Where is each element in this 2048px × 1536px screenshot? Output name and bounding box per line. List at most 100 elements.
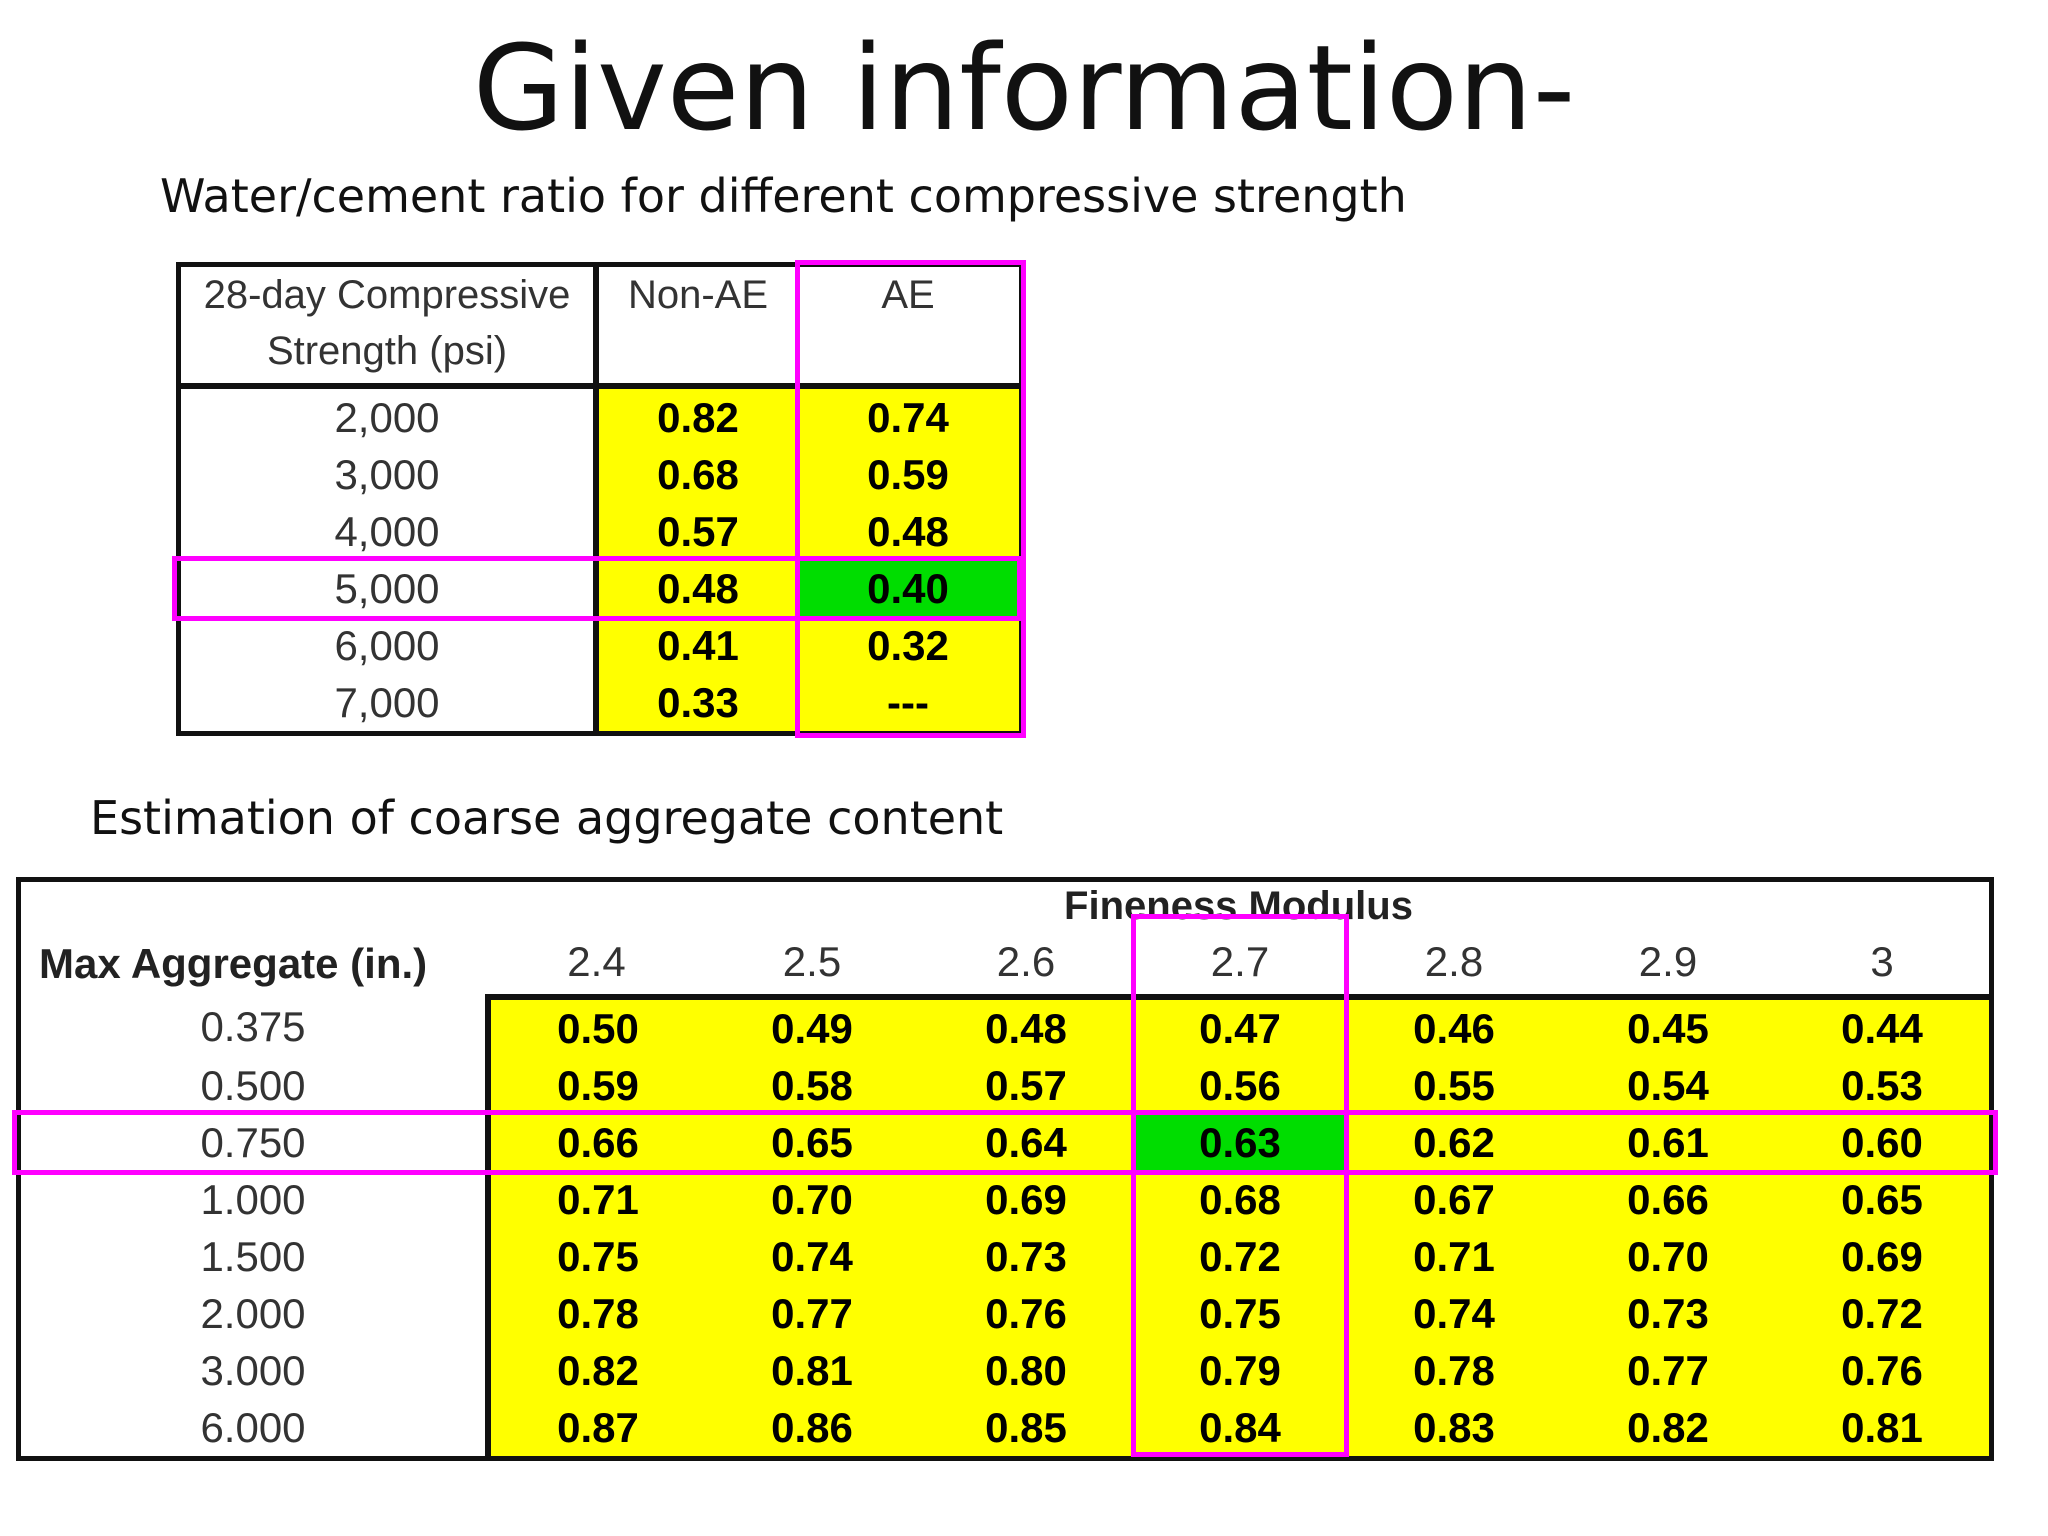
value-cell: 0.77: [1561, 1342, 1775, 1399]
non-ae-cell: 0.33: [596, 674, 797, 734]
value-cell: 0.66: [1561, 1171, 1775, 1228]
water-cement-ratio-table: 28-day Compressive Strength (psi) Non-AE…: [176, 262, 1024, 736]
strength-cell: 2,000: [178, 386, 599, 446]
fineness-column-header: 2.4: [488, 930, 705, 1000]
non-ae-cell: 0.82: [596, 386, 797, 446]
value-cell: 0.81: [705, 1342, 919, 1399]
table-row: 0.750 0.66 0.65 0.64 0.63 0.62 0.61 0.60: [18, 1114, 1992, 1171]
value-cell: 0.58: [705, 1057, 919, 1114]
value-cell: 0.68: [1133, 1171, 1347, 1228]
header-compressive-strength: 28-day Compressive Strength (psi): [178, 264, 599, 389]
value-cell: 0.59: [488, 1057, 705, 1114]
table-row: 5,000 0.48 0.40: [178, 560, 1022, 617]
value-cell: 0.61: [1561, 1114, 1775, 1171]
value-cell: 0.67: [1347, 1171, 1561, 1228]
value-cell: 0.77: [705, 1285, 919, 1342]
ae-cell: 0.32: [797, 617, 1022, 674]
table-row: 0.375 0.50 0.49 0.48 0.47 0.46 0.45 0.44: [18, 997, 1992, 1057]
value-cell: 0.80: [919, 1342, 1133, 1399]
value-cell: 0.78: [488, 1285, 705, 1342]
value-cell: 0.66: [488, 1114, 705, 1171]
value-cell: 0.72: [1133, 1228, 1347, 1285]
table-row: 6,000 0.41 0.32: [178, 617, 1022, 674]
value-cell: 0.72: [1775, 1285, 1992, 1342]
max-aggregate-cell: 1.000: [18, 1171, 491, 1228]
ae-cell: ---: [797, 674, 1022, 734]
wc-table-body: 2,000 0.82 0.74 3,000 0.68 0.59 4,000 0.57 0.48 5…: [178, 386, 1022, 734]
ca-table-body: 0.375 0.50 0.49 0.48 0.47 0.46 0.45 0.44 0.500 0.…: [18, 997, 1992, 1459]
wc-table-caption: Water/cement ratio for different compres…: [160, 169, 1407, 223]
value-cell: 0.87: [488, 1399, 705, 1459]
value-cell: 0.86: [705, 1399, 919, 1459]
value-cell: 0.44: [1775, 997, 1992, 1057]
value-cell: 0.46: [1347, 997, 1561, 1057]
value-cell: 0.70: [1561, 1228, 1775, 1285]
value-cell: 0.47: [1133, 997, 1347, 1057]
table-row: 1.000 0.71 0.70 0.69 0.68 0.67 0.66 0.65: [18, 1171, 1992, 1228]
value-cell: 0.76: [919, 1285, 1133, 1342]
strength-cell: 3,000: [178, 446, 599, 503]
fineness-column-header: 2.8: [1347, 930, 1561, 1000]
fineness-column-header: 3: [1775, 930, 1992, 1000]
fineness-group-row: Fineness Modulus: [19, 880, 1992, 931]
selected-value-cell: 0.63: [1133, 1114, 1347, 1171]
selected-ae-cell: 0.40: [797, 560, 1022, 617]
value-cell: 0.76: [1775, 1342, 1992, 1399]
value-cell: 0.75: [488, 1228, 705, 1285]
value-cell: 0.82: [1561, 1399, 1775, 1459]
max-aggregate-cell: 0.375: [18, 997, 491, 1057]
value-cell: 0.71: [488, 1171, 705, 1228]
table-row: 3.000 0.82 0.81 0.80 0.79 0.78 0.77 0.76: [18, 1342, 1992, 1399]
table-row: 3,000 0.68 0.59: [178, 446, 1022, 503]
value-cell: 0.71: [1347, 1228, 1561, 1285]
value-cell: 0.64: [919, 1114, 1133, 1171]
max-aggregate-cell: 2.000: [18, 1285, 491, 1342]
fineness-column-header: 2.5: [705, 930, 919, 1000]
value-cell: 0.65: [1775, 1171, 1992, 1228]
max-aggregate-cell: 1.500: [18, 1228, 491, 1285]
value-cell: 0.65: [705, 1114, 919, 1171]
value-cell: 0.57: [919, 1057, 1133, 1114]
header-max-aggregate: Max Aggregate (in.): [39, 939, 428, 987]
value-cell: 0.85: [919, 1399, 1133, 1459]
fineness-column-header: 2.6: [919, 930, 1133, 1000]
value-cell: 0.82: [488, 1342, 705, 1399]
non-ae-cell: 0.48: [596, 560, 797, 617]
max-aggregate-cell: 3.000: [18, 1342, 491, 1399]
page-title: Given information-: [472, 19, 1576, 157]
fineness-modulus-header: Fineness Modulus: [1064, 884, 1413, 928]
value-cell: 0.53: [1775, 1057, 1992, 1114]
max-aggregate-cell: 0.750: [18, 1114, 491, 1171]
value-cell: 0.56: [1133, 1057, 1347, 1114]
ae-cell: 0.74: [797, 386, 1022, 446]
ae-cell: 0.48: [797, 503, 1022, 560]
value-cell: 0.48: [919, 997, 1133, 1057]
non-ae-cell: 0.41: [596, 617, 797, 674]
non-ae-cell: 0.68: [596, 446, 797, 503]
value-cell: 0.81: [1775, 1399, 1992, 1459]
strength-cell: 6,000: [178, 617, 599, 674]
header-non-ae: Non-AE: [596, 264, 797, 389]
value-cell: 0.70: [705, 1171, 919, 1228]
wc-table-header-row: 28-day Compressive Strength (psi) Non-AE…: [178, 264, 1022, 389]
fineness-column-header: 2.9: [1561, 930, 1775, 1000]
value-cell: 0.69: [1775, 1228, 1992, 1285]
header-ae: AE: [797, 264, 1022, 389]
value-cell: 0.54: [1561, 1057, 1775, 1114]
value-cell: 0.45: [1561, 997, 1775, 1057]
value-cell: 0.74: [705, 1228, 919, 1285]
value-cell: 0.60: [1775, 1114, 1992, 1171]
value-cell: 0.78: [1347, 1342, 1561, 1399]
strength-cell: 4,000: [178, 503, 599, 560]
table-row: 2.000 0.78 0.77 0.76 0.75 0.74 0.73 0.72: [18, 1285, 1992, 1342]
table-row: 0.500 0.59 0.58 0.57 0.56 0.55 0.54 0.53: [18, 1057, 1992, 1114]
strength-cell: 5,000: [178, 560, 599, 617]
table-row: 1.500 0.75 0.74 0.73 0.72 0.71 0.70 0.69: [18, 1228, 1992, 1285]
value-cell: 0.84: [1133, 1399, 1347, 1459]
table-row: 2,000 0.82 0.74: [178, 386, 1022, 446]
fineness-column-header: 2.7: [1133, 930, 1347, 1000]
value-cell: 0.73: [919, 1228, 1133, 1285]
table-row: 7,000 0.33 ---: [178, 674, 1022, 734]
value-cell: 0.55: [1347, 1057, 1561, 1114]
value-cell: 0.49: [705, 997, 919, 1057]
